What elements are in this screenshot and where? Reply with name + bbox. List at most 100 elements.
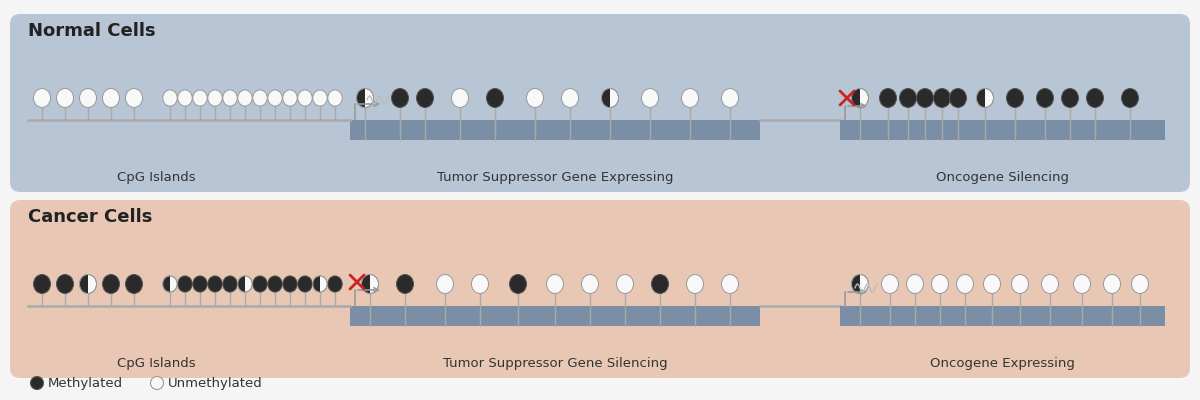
- Ellipse shape: [601, 88, 618, 108]
- Ellipse shape: [900, 88, 917, 108]
- Text: Methylated: Methylated: [48, 376, 124, 390]
- Bar: [840, 306, 1165, 326]
- Ellipse shape: [298, 276, 312, 292]
- Ellipse shape: [582, 274, 599, 294]
- Ellipse shape: [451, 88, 468, 108]
- Ellipse shape: [328, 276, 342, 292]
- Ellipse shape: [880, 88, 896, 108]
- Ellipse shape: [486, 88, 504, 108]
- Ellipse shape: [852, 274, 869, 294]
- Ellipse shape: [150, 376, 163, 390]
- Ellipse shape: [984, 274, 1001, 294]
- Polygon shape: [977, 88, 985, 108]
- Ellipse shape: [79, 274, 96, 294]
- Ellipse shape: [652, 274, 668, 294]
- Ellipse shape: [1132, 274, 1148, 294]
- Text: Cancer Cells: Cancer Cells: [28, 208, 152, 226]
- Ellipse shape: [253, 90, 268, 106]
- Ellipse shape: [328, 90, 342, 106]
- Ellipse shape: [268, 90, 282, 106]
- Ellipse shape: [1012, 274, 1028, 294]
- Ellipse shape: [1086, 88, 1104, 108]
- Ellipse shape: [361, 274, 378, 294]
- Text: Oncogene Silencing: Oncogene Silencing: [936, 171, 1069, 184]
- Ellipse shape: [208, 276, 222, 292]
- Ellipse shape: [642, 88, 659, 108]
- Ellipse shape: [313, 276, 328, 292]
- Ellipse shape: [1042, 274, 1058, 294]
- Ellipse shape: [34, 88, 50, 108]
- Text: Normal Cells: Normal Cells: [28, 22, 156, 40]
- Bar: [350, 120, 760, 140]
- Ellipse shape: [617, 274, 634, 294]
- Ellipse shape: [163, 276, 178, 292]
- Ellipse shape: [546, 274, 564, 294]
- Ellipse shape: [238, 276, 252, 292]
- Ellipse shape: [298, 90, 312, 106]
- Polygon shape: [852, 274, 860, 294]
- Ellipse shape: [126, 88, 143, 108]
- FancyBboxPatch shape: [10, 200, 1190, 378]
- Ellipse shape: [882, 274, 899, 294]
- Ellipse shape: [223, 276, 238, 292]
- Polygon shape: [361, 274, 370, 294]
- Bar: [350, 306, 760, 326]
- Ellipse shape: [253, 276, 268, 292]
- Polygon shape: [356, 88, 365, 108]
- Ellipse shape: [163, 90, 178, 106]
- Ellipse shape: [208, 90, 222, 106]
- Ellipse shape: [852, 88, 869, 108]
- FancyBboxPatch shape: [10, 14, 1190, 192]
- Ellipse shape: [79, 88, 96, 108]
- Ellipse shape: [283, 90, 298, 106]
- Ellipse shape: [917, 88, 934, 108]
- Ellipse shape: [906, 274, 924, 294]
- Ellipse shape: [721, 274, 738, 294]
- Ellipse shape: [1104, 274, 1121, 294]
- Ellipse shape: [178, 276, 192, 292]
- Ellipse shape: [934, 88, 950, 108]
- Ellipse shape: [356, 88, 373, 108]
- Ellipse shape: [682, 88, 698, 108]
- Ellipse shape: [313, 90, 328, 106]
- Ellipse shape: [437, 274, 454, 294]
- Ellipse shape: [931, 274, 948, 294]
- Text: Tumor Suppressor Gene Expressing: Tumor Suppressor Gene Expressing: [437, 171, 673, 184]
- Ellipse shape: [56, 274, 73, 294]
- Ellipse shape: [1074, 274, 1091, 294]
- Ellipse shape: [30, 376, 43, 390]
- Polygon shape: [852, 88, 860, 108]
- Ellipse shape: [268, 276, 282, 292]
- Ellipse shape: [1122, 88, 1139, 108]
- Ellipse shape: [126, 274, 143, 294]
- Text: Oncogene Expressing: Oncogene Expressing: [930, 357, 1075, 370]
- Text: Unmethylated: Unmethylated: [168, 376, 263, 390]
- Ellipse shape: [956, 274, 973, 294]
- Polygon shape: [163, 276, 170, 292]
- Ellipse shape: [416, 88, 433, 108]
- Ellipse shape: [193, 276, 208, 292]
- Ellipse shape: [1007, 88, 1024, 108]
- Ellipse shape: [1037, 88, 1054, 108]
- Polygon shape: [238, 276, 245, 292]
- Ellipse shape: [472, 274, 488, 294]
- Text: CpG Islands: CpG Islands: [118, 357, 196, 370]
- Polygon shape: [313, 276, 320, 292]
- Ellipse shape: [391, 88, 408, 108]
- Ellipse shape: [396, 274, 414, 294]
- Ellipse shape: [193, 90, 208, 106]
- Ellipse shape: [56, 88, 73, 108]
- Polygon shape: [79, 274, 88, 294]
- Ellipse shape: [510, 274, 527, 294]
- Ellipse shape: [283, 276, 298, 292]
- Ellipse shape: [721, 88, 738, 108]
- Ellipse shape: [686, 274, 703, 294]
- Ellipse shape: [102, 274, 120, 294]
- Ellipse shape: [102, 88, 120, 108]
- Ellipse shape: [178, 90, 192, 106]
- Ellipse shape: [562, 88, 578, 108]
- Ellipse shape: [34, 274, 50, 294]
- Polygon shape: [601, 88, 610, 108]
- Text: CpG Islands: CpG Islands: [118, 171, 196, 184]
- Ellipse shape: [238, 90, 252, 106]
